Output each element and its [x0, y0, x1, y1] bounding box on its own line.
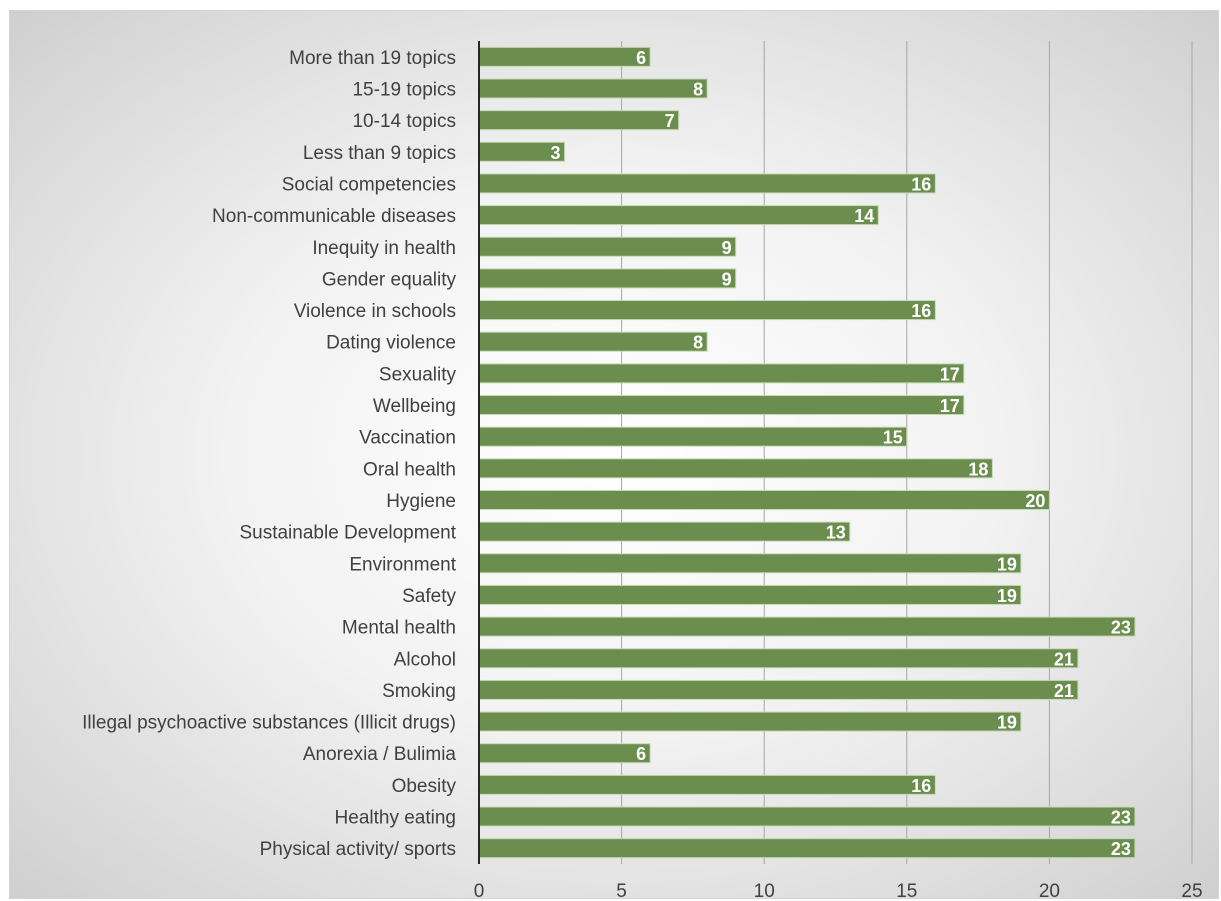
value-axis-labels: 0 5 10 15 20 25 [474, 881, 1203, 898]
bar [478, 46, 651, 67]
data-label: 21 [1054, 681, 1074, 701]
bar [478, 711, 1022, 732]
category-label: Non-communicable diseases [212, 206, 456, 227]
data-label: 16 [911, 776, 931, 796]
data-label: 23 [1111, 808, 1131, 828]
bar [478, 236, 737, 257]
x-tick-label: 25 [1181, 881, 1202, 898]
data-label: 15 [883, 428, 903, 448]
bar [478, 426, 908, 447]
bar [478, 616, 1136, 637]
category-label: Obesity [392, 776, 457, 797]
data-label: 6 [636, 744, 646, 764]
x-tick-label: 20 [1039, 881, 1060, 898]
data-label: 8 [693, 333, 703, 353]
data-label: 3 [551, 143, 561, 163]
category-label: Wellbeing [373, 396, 456, 417]
category-label: Mental health [342, 618, 456, 639]
data-label: 13 [826, 523, 846, 543]
category-label: Oral health [363, 459, 456, 480]
category-label: Environment [349, 554, 456, 575]
bar [478, 395, 965, 416]
gridlines [621, 41, 1193, 864]
data-label: 16 [911, 174, 931, 194]
category-label: Less than 9 topics [303, 143, 456, 164]
x-tick-label: 5 [616, 881, 627, 898]
bar [478, 774, 936, 795]
category-label: Safety [402, 586, 456, 607]
category-label: Dating violence [326, 333, 456, 354]
bar [478, 363, 965, 384]
data-label: 17 [940, 364, 960, 384]
bar [478, 268, 737, 289]
category-label: 15-19 topics [352, 79, 456, 100]
data-label: 9 [722, 269, 732, 289]
bar [478, 679, 1079, 700]
category-label: Anorexia / Bulimia [303, 744, 457, 765]
category-label: Alcohol [394, 649, 456, 670]
data-label: 19 [997, 713, 1017, 733]
category-labels: More than 19 topics 15-19 topics 10-14 top… [82, 48, 457, 860]
bar [478, 205, 879, 226]
data-label: 20 [1025, 491, 1045, 511]
data-label: 14 [854, 206, 874, 226]
category-label: Illegal psychoactive substances (Illicit… [82, 713, 456, 734]
bar [478, 110, 680, 131]
category-label: Sexuality [379, 364, 457, 385]
data-label: 23 [1111, 618, 1131, 638]
category-label: Smoking [382, 681, 456, 702]
category-label: Healthy eating [335, 808, 456, 829]
bar [478, 78, 708, 99]
x-tick-label: 15 [896, 881, 917, 898]
bar [478, 584, 1022, 605]
bar [478, 458, 993, 479]
bar [478, 521, 851, 542]
data-label: 9 [722, 238, 732, 258]
data-label: 19 [997, 586, 1017, 606]
data-label: 8 [693, 79, 703, 99]
x-tick-label: 10 [754, 881, 775, 898]
category-label: Social competencies [282, 174, 456, 195]
category-label: More than 19 topics [289, 48, 456, 69]
chart-area: 6 8 7 3 16 14 9 9 16 8 17 17 15 18 20 13 19 19 23 21 21 19 6 16… [9, 10, 1219, 899]
category-label: Gender equality [322, 269, 457, 290]
category-label: Inequity in health [312, 238, 456, 259]
bar [478, 300, 936, 321]
bar [478, 806, 1136, 827]
bar [478, 743, 651, 764]
bars: 6873161499168171715182013191923212119616… [478, 46, 1136, 859]
data-label: 23 [1111, 839, 1131, 859]
category-label: Hygiene [386, 491, 456, 512]
data-label: 7 [665, 111, 675, 131]
category-label: Vaccination [359, 428, 456, 449]
data-label: 18 [968, 459, 988, 479]
bar-chart: 6873161499168171715182013191923212119616… [82, 41, 1203, 898]
bar [478, 553, 1022, 574]
category-label: Violence in schools [294, 301, 456, 322]
bar [478, 489, 1050, 510]
bar [478, 173, 936, 194]
data-label: 17 [940, 396, 960, 416]
bar [478, 331, 708, 352]
data-label: 16 [911, 301, 931, 321]
data-label: 6 [636, 48, 646, 68]
data-label: 21 [1054, 649, 1074, 669]
x-tick-label: 0 [474, 881, 485, 898]
bar [478, 838, 1136, 859]
data-label: 19 [997, 554, 1017, 574]
category-label: 10-14 topics [352, 111, 456, 132]
category-label: Sustainable Development [239, 523, 456, 544]
category-label: Physical activity/ sports [260, 839, 456, 860]
bar [478, 648, 1079, 669]
